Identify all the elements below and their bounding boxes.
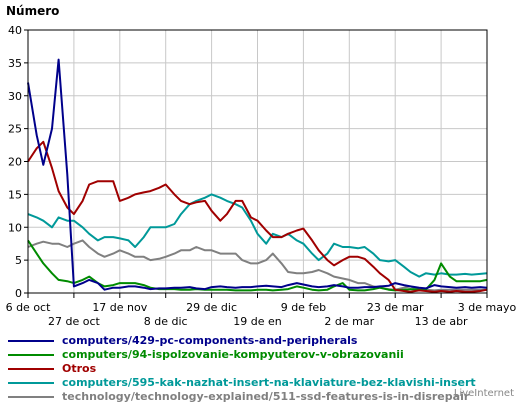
y-tick-label: 40 <box>8 24 22 37</box>
legend-label: computers/94-ispolzovanie-kompyuterov-v-… <box>62 348 404 361</box>
y-tick-label: 15 <box>8 188 22 201</box>
series-group <box>27 58 488 293</box>
grid <box>28 30 487 293</box>
x-tick-label: 6 de oct <box>6 301 52 314</box>
legend-item: computers/429-pc-components-and-peripher… <box>8 334 514 348</box>
legend-label: computers/595-kak-nazhat-insert-na-klavi… <box>62 376 476 389</box>
y-tick-label: 25 <box>8 123 22 136</box>
x-tick-label: 8 de dic <box>144 315 188 328</box>
y-tick-label: 10 <box>8 221 22 234</box>
legend-label: Otros <box>62 362 97 375</box>
x-tick-label: 9 de feb <box>281 301 326 314</box>
legend-swatch <box>8 368 54 370</box>
x-tick-label: 23 de mar <box>367 301 424 314</box>
series-line-1 <box>27 58 488 291</box>
x-tick-label: 13 de abr <box>415 315 468 328</box>
series-line-4 <box>27 193 488 278</box>
x-tick-label: 19 de en <box>233 315 282 328</box>
legend-swatch <box>8 354 54 356</box>
legend-item: technology/technology-explained/511-ssd-… <box>8 390 514 404</box>
x-tick-label: 2 de mar <box>324 315 374 328</box>
legend: computers/429-pc-components-and-peripher… <box>8 334 514 404</box>
y-tick-label: 0 <box>15 287 22 300</box>
series-line-2 <box>27 239 488 292</box>
legend-swatch <box>8 396 54 398</box>
legend-item: computers/595-kak-nazhat-insert-na-klavi… <box>8 376 514 390</box>
legend-swatch <box>8 340 54 342</box>
y-axis: 0 5 10 15 20 25 30 35 40 <box>8 24 28 300</box>
legend-swatch <box>8 382 54 384</box>
x-tick-label: 17 de nov <box>92 301 147 314</box>
x-tick-label: 3 de mayo <box>458 301 517 314</box>
legend-label: technology/technology-explained/511-ssd-… <box>62 390 470 403</box>
legend-item: Otros <box>8 362 514 376</box>
y-tick-label: 5 <box>15 254 22 267</box>
x-axis: 6 de oct 17 de nov 29 de dic 9 de feb 23 de … <box>6 293 517 328</box>
legend-label: computers/429-pc-components-and-peripher… <box>62 334 358 347</box>
x-tick-label: 27 de oct <box>48 315 101 328</box>
watermark: LiveInternet <box>453 388 514 399</box>
plot-frame <box>27 29 488 294</box>
x-tick-label: 29 de dic <box>186 301 237 314</box>
y-tick-label: 20 <box>8 156 22 169</box>
series-line-3 <box>27 140 488 293</box>
y-tick-label: 30 <box>8 90 22 103</box>
y-tick-label: 35 <box>8 57 22 70</box>
y-axis-label: Número <box>6 4 59 18</box>
legend-item: computers/94-ispolzovanie-kompyuterov-v-… <box>8 348 514 362</box>
